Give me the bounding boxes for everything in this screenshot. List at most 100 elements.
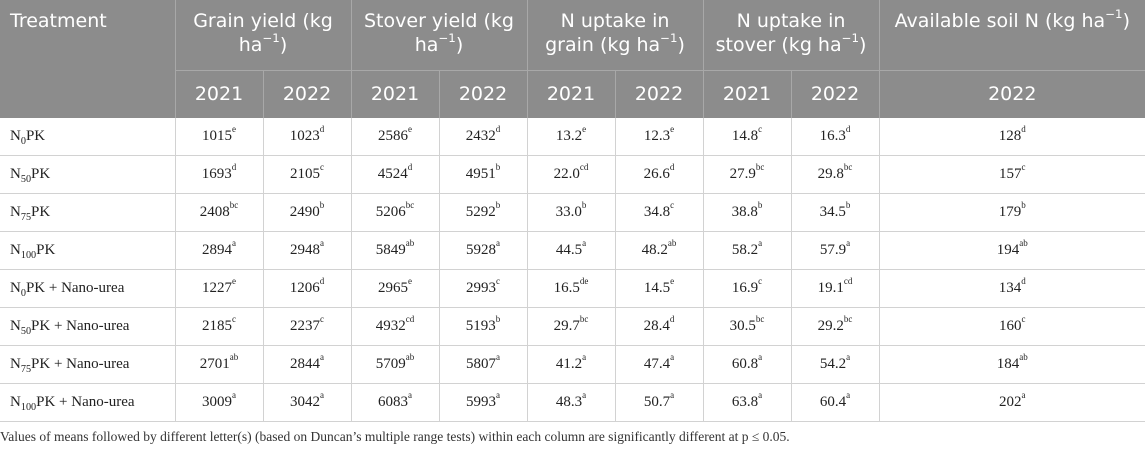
value-cell: 19.1cd bbox=[791, 269, 880, 308]
value-cell: 26.6d bbox=[615, 155, 704, 194]
stover-yield-header: Stover yield (kg ha−1) bbox=[351, 0, 528, 70]
n-uptake-grain-header: N uptake in grain (kg ha−1) bbox=[527, 0, 704, 70]
results-table: Treatment Grain yield (kg ha−1) Stover y… bbox=[0, 0, 1145, 422]
value-cell: 33.0b bbox=[527, 193, 616, 232]
value-cell: 2844a bbox=[263, 345, 352, 384]
value-cell: 4951b bbox=[439, 155, 528, 194]
treatment-cell: N100PK bbox=[0, 231, 176, 270]
value-cell: 2432d bbox=[439, 117, 528, 156]
table-row: N75PK 2408bc 2490b 5206bc 5292b 33.0b 34.8c 38.… bbox=[0, 193, 1145, 232]
year-header: 2022 bbox=[439, 69, 528, 118]
value-cell: 14.5e bbox=[615, 269, 704, 308]
value-cell: 1015e bbox=[175, 117, 264, 156]
value-cell: 2993c bbox=[439, 269, 528, 308]
value-cell: 3009a bbox=[175, 383, 264, 422]
value-cell: 48.3a bbox=[527, 383, 616, 422]
value-cell: 38.8b bbox=[703, 193, 792, 232]
year-header: 2022 bbox=[879, 69, 1145, 118]
value-cell: 63.8a bbox=[703, 383, 792, 422]
treatment-cell: N0PK bbox=[0, 117, 176, 156]
value-cell: 6083a bbox=[351, 383, 440, 422]
value-cell: 1227e bbox=[175, 269, 264, 308]
table-footnote: Values of means followed by different le… bbox=[0, 429, 790, 444]
treatment-cell: N50PK bbox=[0, 155, 176, 194]
treatment-header: Treatment bbox=[0, 0, 176, 118]
value-cell: 5993a bbox=[439, 383, 528, 422]
available-soil-n-header: Available soil N (kg ha−1) bbox=[879, 0, 1145, 70]
value-cell: 4932cd bbox=[351, 307, 440, 346]
value-cell: 2948a bbox=[263, 231, 352, 270]
n-uptake-stover-header: N uptake in stover (kg ha−1) bbox=[703, 0, 880, 70]
value-cell: 2586e bbox=[351, 117, 440, 156]
value-cell: 29.2bc bbox=[791, 307, 880, 346]
value-cell: 179b bbox=[879, 193, 1145, 232]
table-body: N0PK 1015e 1023d 2586e 2432d 13.2e 12.3e 14.8c 1… bbox=[0, 117, 1145, 422]
value-cell: 14.8c bbox=[703, 117, 792, 156]
value-cell: 13.2e bbox=[527, 117, 616, 156]
value-cell: 1693d bbox=[175, 155, 264, 194]
table-row: N100PK 2894a 2948a 5849ab 5928a 44.5a 48.2ab 58… bbox=[0, 231, 1145, 270]
value-cell: 2490b bbox=[263, 193, 352, 232]
value-cell: 5849ab bbox=[351, 231, 440, 270]
value-cell: 2237c bbox=[263, 307, 352, 346]
value-cell: 16.3d bbox=[791, 117, 880, 156]
value-cell: 47.4a bbox=[615, 345, 704, 384]
table-row: N0PK 1015e 1023d 2586e 2432d 13.2e 12.3e 14.8c 1… bbox=[0, 117, 1145, 156]
treatment-cell: N75PK + Nano-urea bbox=[0, 345, 176, 384]
value-cell: 5807a bbox=[439, 345, 528, 384]
value-cell: 29.7bc bbox=[527, 307, 616, 346]
year-header: 2022 bbox=[263, 69, 352, 118]
value-cell: 134d bbox=[879, 269, 1145, 308]
value-cell: 2701ab bbox=[175, 345, 264, 384]
value-cell: 50.7a bbox=[615, 383, 704, 422]
treatment-cell: N100PK + Nano-urea bbox=[0, 383, 176, 422]
value-cell: 5928a bbox=[439, 231, 528, 270]
value-cell: 5193b bbox=[439, 307, 528, 346]
value-cell: 1206d bbox=[263, 269, 352, 308]
value-cell: 2965e bbox=[351, 269, 440, 308]
value-cell: 3042a bbox=[263, 383, 352, 422]
value-cell: 184ab bbox=[879, 345, 1145, 384]
table-row: N0PK + Nano-urea 1227e 1206d 2965e 2993c 16.5… bbox=[0, 269, 1145, 308]
value-cell: 5206bc bbox=[351, 193, 440, 232]
value-cell: 5292b bbox=[439, 193, 528, 232]
treatment-cell: N0PK + Nano-urea bbox=[0, 269, 176, 308]
value-cell: 2408bc bbox=[175, 193, 264, 232]
value-cell: 28.4d bbox=[615, 307, 704, 346]
treatment-cell: N75PK bbox=[0, 193, 176, 232]
value-cell: 202a bbox=[879, 383, 1145, 422]
value-cell: 16.9c bbox=[703, 269, 792, 308]
value-cell: 22.0cd bbox=[527, 155, 616, 194]
value-cell: 157c bbox=[879, 155, 1145, 194]
value-cell: 2894a bbox=[175, 231, 264, 270]
year-header: 2022 bbox=[791, 69, 880, 118]
value-cell: 60.4a bbox=[791, 383, 880, 422]
value-cell: 1023d bbox=[263, 117, 352, 156]
year-header: 2022 bbox=[615, 69, 704, 118]
value-cell: 27.9bc bbox=[703, 155, 792, 194]
table-row: N50PK + Nano-urea 2185c 2237c 4932cd 5193b 29… bbox=[0, 307, 1145, 346]
value-cell: 16.5de bbox=[527, 269, 616, 308]
value-cell: 128d bbox=[879, 117, 1145, 156]
value-cell: 34.8c bbox=[615, 193, 704, 232]
table-row: N75PK + Nano-urea 2701ab 2844a 5709ab 5807a 4… bbox=[0, 345, 1145, 384]
value-cell: 2105c bbox=[263, 155, 352, 194]
value-cell: 12.3e bbox=[615, 117, 704, 156]
year-header: 2021 bbox=[351, 69, 440, 118]
value-cell: 160c bbox=[879, 307, 1145, 346]
value-cell: 34.5b bbox=[791, 193, 880, 232]
value-cell: 48.2ab bbox=[615, 231, 704, 270]
value-cell: 194ab bbox=[879, 231, 1145, 270]
table-header: Treatment Grain yield (kg ha−1) Stover y… bbox=[0, 0, 1145, 118]
value-cell: 54.2a bbox=[791, 345, 880, 384]
value-cell: 2185c bbox=[175, 307, 264, 346]
value-cell: 5709ab bbox=[351, 345, 440, 384]
year-header: 2021 bbox=[175, 69, 264, 118]
grain-yield-header: Grain yield (kg ha−1) bbox=[175, 0, 352, 70]
year-header: 2021 bbox=[703, 69, 792, 118]
value-cell: 4524d bbox=[351, 155, 440, 194]
value-cell: 41.2a bbox=[527, 345, 616, 384]
treatment-cell: N50PK + Nano-urea bbox=[0, 307, 176, 346]
value-cell: 30.5bc bbox=[703, 307, 792, 346]
value-cell: 29.8bc bbox=[791, 155, 880, 194]
